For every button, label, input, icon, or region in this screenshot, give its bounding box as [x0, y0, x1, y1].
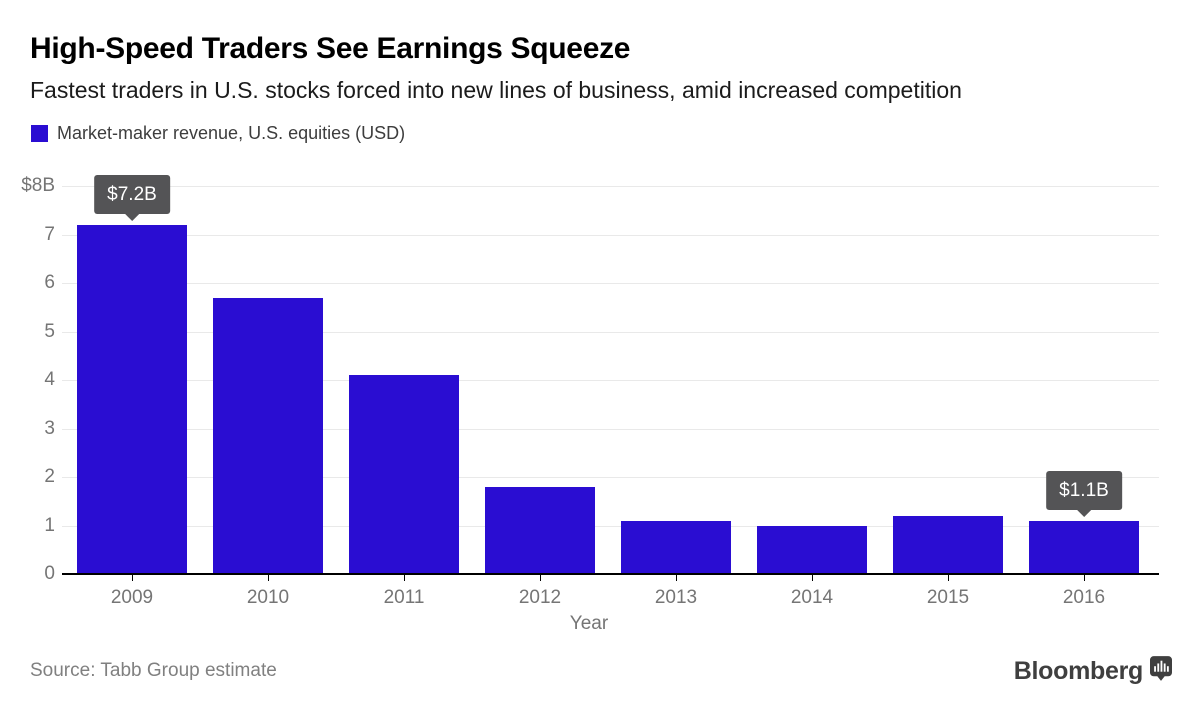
- x-tick-label: 2013: [654, 587, 698, 608]
- y-tick-label: 6: [44, 272, 55, 293]
- y-tick-label: 2: [44, 466, 55, 487]
- x-tick-label: 2011: [383, 587, 425, 608]
- bar-2012[interactable]: [485, 486, 595, 574]
- bar-2015[interactable]: [893, 515, 1003, 574]
- x-tick-label: 2009: [110, 587, 154, 608]
- gridline: [62, 331, 1159, 333]
- bar-2011[interactable]: [349, 375, 459, 574]
- bar-2014[interactable]: [757, 525, 867, 574]
- y-tick-label: 4: [44, 369, 55, 390]
- gridline: [62, 477, 1159, 478]
- x-axis-title: Year: [569, 613, 609, 634]
- legend: Market-maker revenue, U.S. equities (USD…: [31, 123, 405, 144]
- gridline: [62, 525, 1159, 527]
- legend-label: Market-maker revenue, U.S. equities (USD…: [57, 123, 406, 143]
- x-tick-label: 2010: [246, 587, 290, 608]
- x-tick-mark: [1084, 575, 1085, 581]
- x-tick-label: 2016: [1062, 587, 1106, 608]
- chart-subtitle: Fastest traders in U.S. stocks forced in…: [30, 77, 962, 103]
- x-tick-mark: [812, 575, 813, 581]
- y-tick-label: 3: [44, 417, 55, 439]
- x-tick-mark: [268, 575, 269, 581]
- bloomberg-wordmark: Bloomberg: [1013, 656, 1144, 685]
- x-tick-label: 2014: [790, 587, 834, 608]
- bloomberg-logo: Bloomberg: [1014, 656, 1172, 686]
- x-tick-mark: [132, 575, 133, 581]
- tooltip-2009: $7.2B: [94, 174, 170, 221]
- bar-2009[interactable]: [77, 224, 187, 574]
- y-tick-label: 5: [44, 320, 55, 342]
- x-tick-mark: [404, 575, 405, 581]
- y-tick-label: $8B: [21, 175, 55, 196]
- x-tick-mark: [948, 575, 949, 581]
- x-tick-label: 2015: [926, 587, 970, 608]
- source-note: Source: Tabb Group estimate: [30, 660, 277, 681]
- bar-2016[interactable]: [1029, 520, 1139, 574]
- chart-title: High-Speed Traders See Earnings Squeeze: [30, 32, 631, 65]
- x-axis-line: [62, 573, 1159, 575]
- gridline: [62, 428, 1159, 430]
- gridline: [62, 186, 1159, 187]
- tooltip-2016: $1.1B: [1046, 470, 1122, 517]
- bloomberg-terminal-icon: [1150, 656, 1172, 686]
- x-tick-mark: [540, 575, 541, 581]
- bar-2010[interactable]: [213, 297, 323, 574]
- gridline: [62, 234, 1159, 236]
- y-tick-label: 0: [44, 563, 55, 584]
- gridline: [62, 283, 1159, 284]
- bar-2013[interactable]: [621, 520, 731, 574]
- legend-swatch-icon: [31, 125, 48, 142]
- y-tick-label: 1: [44, 514, 55, 536]
- x-tick-label: 2012: [518, 587, 562, 608]
- x-tick-mark: [676, 575, 677, 581]
- gridline: [62, 380, 1159, 381]
- y-tick-label: 7: [44, 223, 55, 245]
